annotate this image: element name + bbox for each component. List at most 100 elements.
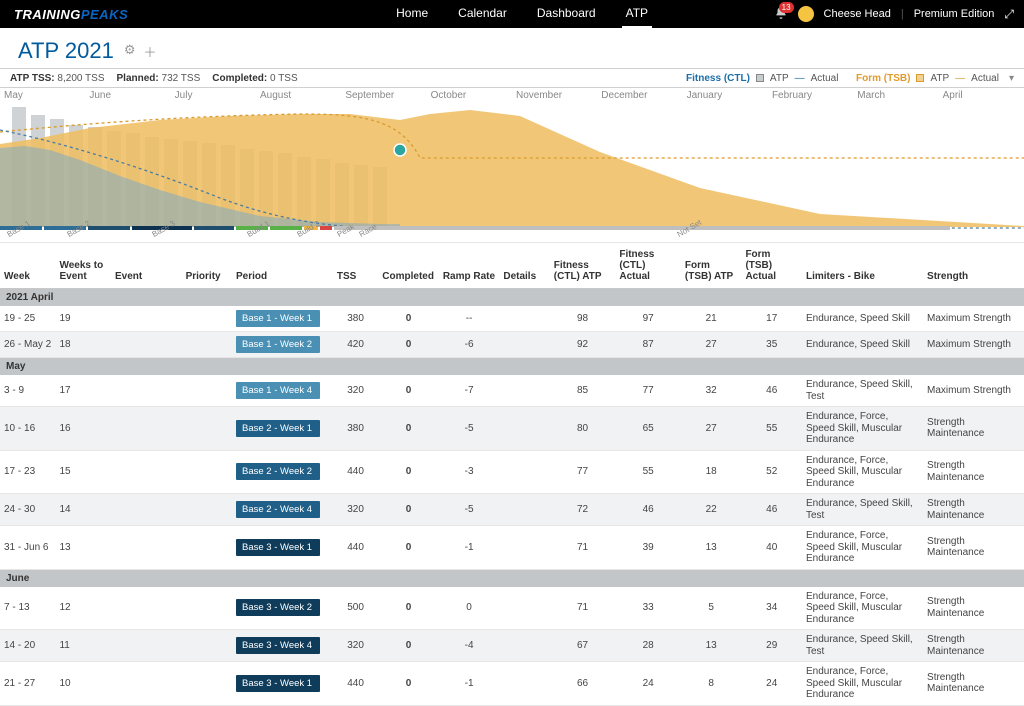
table-cell: 77 [550,450,616,494]
col-header[interactable]: Details [499,243,549,289]
table-cell [111,630,182,662]
table-cell [499,662,549,706]
col-header[interactable]: Fitness (CTL) Actual [615,243,681,289]
table-cell: 27 [681,332,742,358]
table-cell: 52 [741,450,802,494]
table-cell: 26 - May 2 [0,332,55,358]
period-pill[interactable]: Base 3 - Week 2 [236,599,320,616]
table-cell: 320 [333,375,378,407]
brand-logo[interactable]: TRAININGPEAKS [0,7,142,22]
table-cell: 420 [333,332,378,358]
nav-home[interactable]: Home [392,0,432,28]
table-cell: 97 [615,306,681,332]
col-header[interactable]: Week [0,243,55,289]
table-row[interactable]: 19 - 2519Base 1 - Week 13800--98972117En… [0,306,1024,332]
table-cell [111,587,182,630]
add-icon[interactable]: ＋ [143,42,156,61]
period-pill[interactable]: Base 2 - Week 4 [236,501,320,518]
table-row[interactable]: 31 - Jun 613Base 3 - Week 14400-17139134… [0,526,1024,570]
notif-badge: 13 [779,2,794,13]
period-pill[interactable]: Base 1 - Week 2 [236,336,320,353]
period-pill[interactable]: Base 2 - Week 1 [236,420,320,437]
table-cell: 440 [333,450,378,494]
period-pill[interactable]: Base 1 - Week 4 [236,382,320,399]
table-row[interactable]: 26 - May 218Base 1 - Week 24200-69287273… [0,332,1024,358]
nav-dashboard[interactable]: Dashboard [533,0,600,28]
nav-calendar[interactable]: Calendar [454,0,511,28]
gear-icon[interactable]: ⚙ [124,42,136,61]
table-cell [111,494,182,526]
col-header[interactable]: Period [232,243,333,289]
table-cell: 39 [615,526,681,570]
col-header[interactable]: TSS [333,243,378,289]
table-row[interactable]: 24 - 3014Base 2 - Week 43200-572462246En… [0,494,1024,526]
chevron-down-icon[interactable]: ▾ [1009,73,1014,84]
user-name[interactable]: Cheese Head [824,8,891,20]
table-cell: Endurance, Speed Skill, Test [802,630,923,662]
legend-swatch-icon [916,74,924,82]
col-header[interactable]: Strength [923,243,1024,289]
table-row[interactable]: 7 - 1312Base 3 - Week 2500007133534Endur… [0,587,1024,630]
legend-actual-1: Actual [811,73,839,84]
table-cell: Base 1 - Week 2 [232,332,333,358]
table-cell: 22 [681,494,742,526]
table-cell [499,587,549,630]
nav-atp[interactable]: ATP [622,0,652,28]
edition-label[interactable]: Premium Edition [914,8,995,20]
planned-label: Planned: [117,73,159,84]
table-cell: 16 [55,407,110,451]
table-cell: Strength Maintenance [923,662,1024,706]
col-header[interactable]: Priority [182,243,232,289]
table-cell: 66 [550,662,616,706]
table-cell: 320 [333,630,378,662]
table-cell [111,450,182,494]
table-cell: 27 [681,407,742,451]
table-cell: 0 [378,306,439,332]
col-header[interactable]: Event [111,243,182,289]
table-cell: Endurance, Speed Skill, Test [802,494,923,526]
month-group-header: 2021 April [0,289,1024,307]
table-cell [182,306,232,332]
table-cell: 3 - 9 [0,375,55,407]
period-pill[interactable]: Base 1 - Week 1 [236,310,320,327]
avatar[interactable] [798,6,814,22]
table-row[interactable]: 3 - 917Base 1 - Week 43200-785773246Endu… [0,375,1024,407]
table-row[interactable]: 17 - 2315Base 2 - Week 24400-377551852En… [0,450,1024,494]
table-cell: Endurance, Force, Speed Skill, Muscular … [802,587,923,630]
chart-legend: Fitness (CTL) ATP — Actual Form (TSB) AT… [686,73,1014,84]
table-cell: 80 [550,407,616,451]
table-row[interactable]: 10 - 1616Base 2 - Week 13800-580652755En… [0,407,1024,451]
period-pill[interactable]: Base 3 - Week 1 [236,675,320,692]
table-cell [182,630,232,662]
period-pill[interactable]: Base 2 - Week 2 [236,463,320,480]
table-row[interactable]: 21 - 2710Base 3 - Week 14400-16624824End… [0,662,1024,706]
table-cell: 98 [550,306,616,332]
topbar-right: 13 Cheese Head | Premium Edition ⤢ [774,6,1024,23]
table-cell: 19 - 25 [0,306,55,332]
expand-icon[interactable]: ⤢ [1004,7,1014,22]
atp-chart[interactable]: MayJuneJulyAugustSeptemberOctoberNovembe… [0,88,1024,243]
table-cell [111,306,182,332]
col-header[interactable]: Limiters - Bike [802,243,923,289]
table-row[interactable]: 14 - 2011Base 3 - Week 43200-467281329En… [0,630,1024,662]
col-header[interactable]: Form (TSB) ATP [681,243,742,289]
col-header[interactable]: Fitness (CTL) ATP [550,243,616,289]
table-cell: Strength Maintenance [923,407,1024,451]
table-cell [111,662,182,706]
month-group-header: June [0,569,1024,587]
table-cell: 380 [333,306,378,332]
table-cell: Endurance, Force, Speed Skill, Muscular … [802,407,923,451]
col-header[interactable]: Completed [378,243,439,289]
col-header[interactable]: Ramp Rate [439,243,500,289]
table-cell: 7 - 13 [0,587,55,630]
notifications-icon[interactable]: 13 [774,6,788,23]
table-cell: Endurance, Force, Speed Skill, Muscular … [802,662,923,706]
legend-form: Form (TSB) [856,73,910,84]
table-cell: Base 1 - Week 4 [232,375,333,407]
table-cell: 11 [55,630,110,662]
period-pill[interactable]: Base 3 - Week 4 [236,637,320,654]
table-cell: 13 [55,526,110,570]
col-header[interactable]: Weeks to Event [55,243,110,289]
period-pill[interactable]: Base 3 - Week 1 [236,539,320,556]
col-header[interactable]: Form (TSB) Actual [741,243,802,289]
